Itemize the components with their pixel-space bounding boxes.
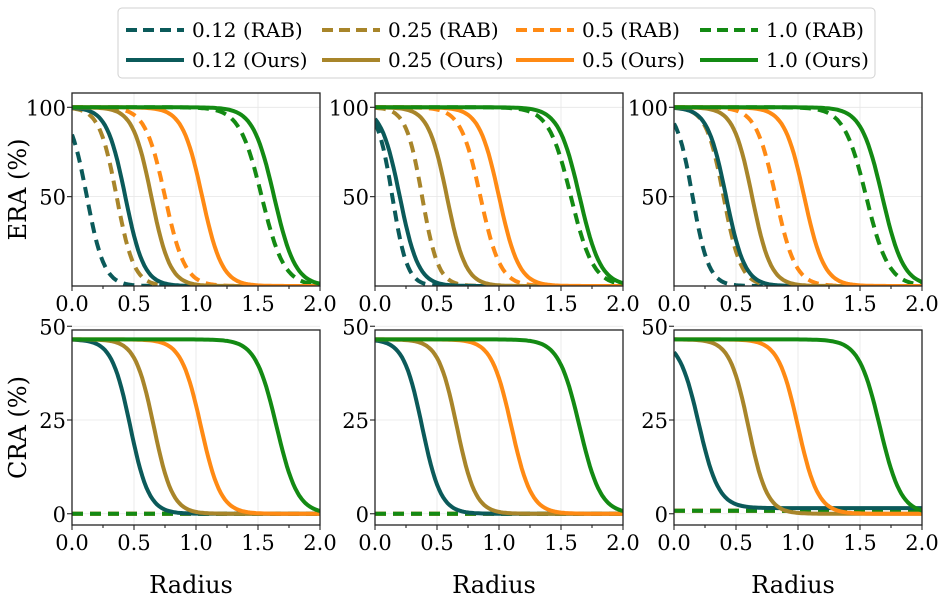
legend-label: 0.12 (Ours) [192,48,308,72]
y-tick-label: 50 [342,186,369,210]
series-line-1-0-ours [375,105,623,286]
series-line-1-0-ours [72,337,320,513]
y-tick-label: 0 [356,503,369,527]
x-tick-label: 0.5 [420,531,453,555]
legend-label: 0.25 (Ours) [388,48,504,72]
y-tick-label: 25 [342,409,369,433]
y-tick-label: 100 [628,96,668,120]
panel-1-2: 0.0 0.5 1.0 1.5 2.0 0 25 50 Radius [641,315,938,599]
panel-0-2: 0.0 0.5 1.0 1.5 2.0 50 100 [628,92,939,316]
series-line-0-25-ours [72,105,320,286]
y-tick-label: 25 [39,409,66,433]
x-tick-label: 1.5 [843,292,876,316]
legend-entry-0-5-rab: 0.5 (RAB) [516,18,680,42]
x-tick-label: 1.5 [843,531,876,555]
x-axis-label: Radius [149,571,233,599]
series-group [375,105,623,286]
x-tick-label: 0.5 [117,292,150,316]
series-line-0-12-rab [72,133,320,286]
y-tick-label: 0 [53,503,66,527]
legend-entry-0-12-ours: 0.12 (Ours) [126,48,308,72]
x-tick-label: 0.0 [358,292,391,316]
x-tick-label: 0.5 [719,531,752,555]
x-tick-label: 0.0 [358,531,391,555]
y-axis-label: ERA (%) [4,138,32,240]
x-axis-label: Radius [751,571,835,599]
legend-label: 0.5 (RAB) [582,18,680,42]
x-axis-label: Radius [452,571,536,599]
legend-entry-0-25-ours: 0.25 (Ours) [322,48,504,72]
series-line-0-12-ours [375,117,623,286]
panel-1-1: 0.0 0.5 1.0 1.5 2.0 0 25 50 Radius [342,315,639,599]
x-tick-label: 1.0 [781,531,814,555]
panel-0-1: 0.0 0.5 1.0 1.5 2.0 50 100 [329,92,640,316]
legend-frame [117,7,876,79]
x-tick-label: 1.0 [179,292,212,316]
series-line-0-25-ours [674,105,922,286]
y-tick-label: 100 [26,96,66,120]
series-group [674,337,922,516]
legend-label: 1.0 (Ours) [766,48,869,72]
y-tick-label: 50 [39,186,66,210]
legend-label: 0.12 (RAB) [192,18,303,42]
series-line-0-25-rab [375,105,623,286]
legend: 0.12 (RAB) 0.25 (RAB) 0.5 (RAB) 1.0 (RAB) 0.… [117,7,876,79]
x-tick-label: 1.0 [781,292,814,316]
series-line-0-12-ours [674,350,922,511]
y-tick-label: 50 [342,315,369,339]
y-tick-label: 50 [39,315,66,339]
legend-label: 0.25 (RAB) [388,18,499,42]
x-tick-label: 0.5 [420,292,453,316]
x-tick-label: 0.0 [657,292,690,316]
x-tick-label: 1.0 [179,531,212,555]
legend-entry-0-25-rab: 0.25 (RAB) [322,18,499,42]
legend-label: 0.5 (Ours) [582,48,685,72]
y-tick-label: 100 [329,96,369,120]
series-line-0-12-rab [375,122,623,286]
x-tick-label: 2.0 [606,531,639,555]
legend-entry-1-0-ours: 1.0 (Ours) [700,48,869,72]
series-line-1-0-ours [674,105,922,284]
x-tick-label: 1.0 [482,292,515,316]
series-line-1-0-ours [72,105,320,286]
legend-entry-0-5-ours: 0.5 (Ours) [516,48,685,72]
y-tick-label: 25 [641,409,668,433]
series-group [375,337,623,516]
panel-1-0: 0.0 0.5 1.0 1.5 2.0 0 25 50 CRA (%) Radius [4,315,337,599]
x-tick-label: 1.5 [241,292,274,316]
y-tick-label: 0 [655,503,668,527]
y-axis-label: CRA (%) [4,376,32,479]
x-tick-label: 0.5 [719,292,752,316]
x-tick-label: 1.5 [544,531,577,555]
y-tick-label: 50 [641,315,668,339]
x-tick-label: 0.0 [55,531,88,555]
panel-0-0: 0.0 0.5 1.0 1.5 2.0 50 100 ERA (%) [4,92,337,316]
x-tick-label: 2.0 [905,292,938,316]
series-line-1-0-ours [375,337,623,513]
legend-label: 1.0 (RAB) [766,18,864,42]
x-tick-label: 1.0 [482,531,515,555]
x-tick-label: 1.5 [241,531,274,555]
x-tick-label: 2.0 [606,292,639,316]
series-line-0-25-ours [375,105,623,286]
x-tick-label: 2.0 [905,531,938,555]
x-tick-label: 0.5 [117,531,150,555]
series-line-1-0-ours [674,337,922,513]
x-tick-label: 2.0 [303,292,336,316]
x-tick-label: 0.0 [657,531,690,555]
series-group [72,337,320,516]
legend-entry-0-12-rab: 0.12 (RAB) [126,18,303,42]
x-tick-label: 2.0 [303,531,336,555]
x-tick-label: 0.0 [55,292,88,316]
x-tick-label: 1.5 [544,292,577,316]
y-tick-label: 50 [641,186,668,210]
legend-entry-1-0-rab: 1.0 (RAB) [700,18,864,42]
